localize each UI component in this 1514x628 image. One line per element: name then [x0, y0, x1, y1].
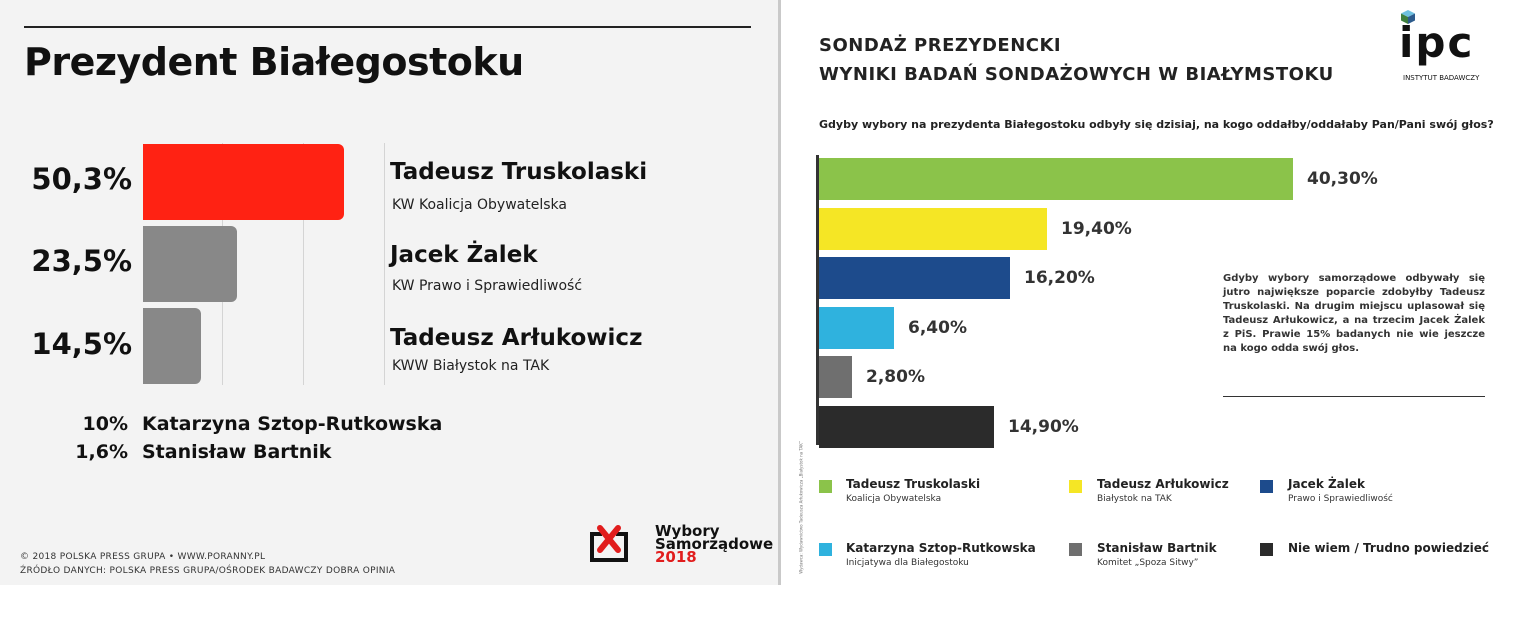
election-logo-text: Wybory Samorządowe 2018	[655, 522, 774, 566]
logo-line-1: Wybory	[655, 522, 720, 540]
right-chart-subtitle: WYNIKI BADAŃ SONDAŻOWYCH W BIAŁYMSTOKU	[819, 64, 1334, 85]
right-infographic: SONDAŻ PREZYDENCKI WYNIKI BADAŃ SONDAŻOW…	[781, 0, 1514, 585]
left-infographic: Prezydent Białegostoku 50,3% 23,5% 14,5%…	[0, 0, 778, 585]
right-chart-title: SONDAŻ PREZYDENCKI	[819, 35, 1062, 56]
bar	[819, 307, 894, 349]
legend-name: Stanisław Bartnik	[1097, 541, 1217, 555]
bar	[819, 356, 852, 398]
legend-party: Komitet „Spoza Sitwy”	[1097, 558, 1199, 568]
copyright-text: © 2018 POLSKA PRESS GRUPA • WWW.PORANNY.…	[20, 552, 266, 562]
legend-name: Katarzyna Sztop-Rutkowska	[846, 541, 1036, 555]
bar	[819, 406, 994, 448]
bar-value-label: 2,80%	[866, 367, 925, 387]
bar	[819, 208, 1047, 250]
bar-value-label: 14,5%	[31, 327, 132, 361]
legend-name: Tadeusz Arłukowicz	[1097, 477, 1229, 491]
legend-swatch	[819, 543, 832, 556]
cube-icon	[1401, 10, 1415, 24]
bar	[143, 144, 344, 220]
candidate-name: Tadeusz Arłukowicz	[390, 325, 643, 351]
bar-value-label: 16,20%	[1024, 268, 1095, 288]
bar-value-label: 19,40%	[1061, 219, 1132, 239]
source-text: ŹRÓDŁO DANYCH: POLSKA PRESS GRUPA/OŚRODE…	[20, 566, 396, 576]
y-axis-line	[816, 155, 819, 445]
legend-name: Tadeusz Truskolaski	[846, 477, 981, 491]
bar	[143, 226, 237, 302]
bar	[819, 257, 1010, 299]
bar-value-label: 6,40%	[908, 318, 967, 338]
panel-divider	[778, 0, 781, 585]
legend-party: Koalicja Obywatelska	[846, 494, 942, 504]
brand-logo: ipc	[1399, 18, 1475, 67]
vertical-caption: Wydawca: Wydawnictwo Tadeusza Arłukowicz…	[798, 441, 804, 574]
candidate-name: Tadeusz Truskolaski	[390, 159, 648, 185]
other-value: 1,6%	[75, 441, 128, 463]
legend-swatch	[1260, 480, 1273, 493]
bar-value-label: 14,90%	[1008, 417, 1079, 437]
left-chart-title: Prezydent Białegostoku	[24, 40, 524, 84]
note-underline	[1223, 396, 1485, 397]
bar-value-label: 40,30%	[1307, 169, 1378, 189]
legend-name: Jacek Żalek	[1288, 477, 1366, 491]
other-value: 10%	[82, 413, 128, 435]
logo-line-2: Samorządowe	[655, 535, 774, 553]
legend-party: Prawo i Sprawiedliwość	[1288, 494, 1393, 504]
other-candidate: Katarzyna Sztop-Rutkowska	[142, 413, 443, 435]
legend-swatch	[1069, 480, 1082, 493]
legend-name: Nie wiem / Trudno powiedzieć	[1288, 541, 1490, 555]
other-candidate: Stanisław Bartnik	[142, 441, 332, 463]
bar-value-label: 23,5%	[31, 244, 132, 278]
summary-note: Gdyby wybory samorządowe odbywały się ju…	[1223, 273, 1485, 354]
bar	[819, 158, 1293, 200]
candidate-party: KWW Białystok na TAK	[392, 358, 550, 374]
logo-year: 2018	[655, 548, 697, 566]
legend-swatch	[1069, 543, 1082, 556]
legend-swatch	[1260, 543, 1273, 556]
legend-party: Białystok na TAK	[1097, 494, 1172, 504]
candidate-party: KW Koalicja Obywatelska	[392, 197, 567, 213]
top-rule	[24, 26, 751, 28]
survey-question: Gdyby wybory na prezydenta Białegostoku …	[819, 118, 1494, 131]
candidate-party: KW Prawo i Sprawiedliwość	[392, 278, 583, 294]
ballot-box-icon	[590, 525, 628, 562]
bar	[143, 308, 201, 384]
candidate-name: Jacek Żalek	[390, 242, 538, 268]
gridline	[384, 143, 385, 385]
legend-swatch	[819, 480, 832, 493]
gridline	[303, 143, 304, 385]
brand-subtitle: INSTYTUT BADAWCZY	[1403, 74, 1480, 82]
bar-value-label: 50,3%	[31, 162, 132, 196]
legend-party: Inicjatywa dla Białegostoku	[846, 558, 969, 568]
